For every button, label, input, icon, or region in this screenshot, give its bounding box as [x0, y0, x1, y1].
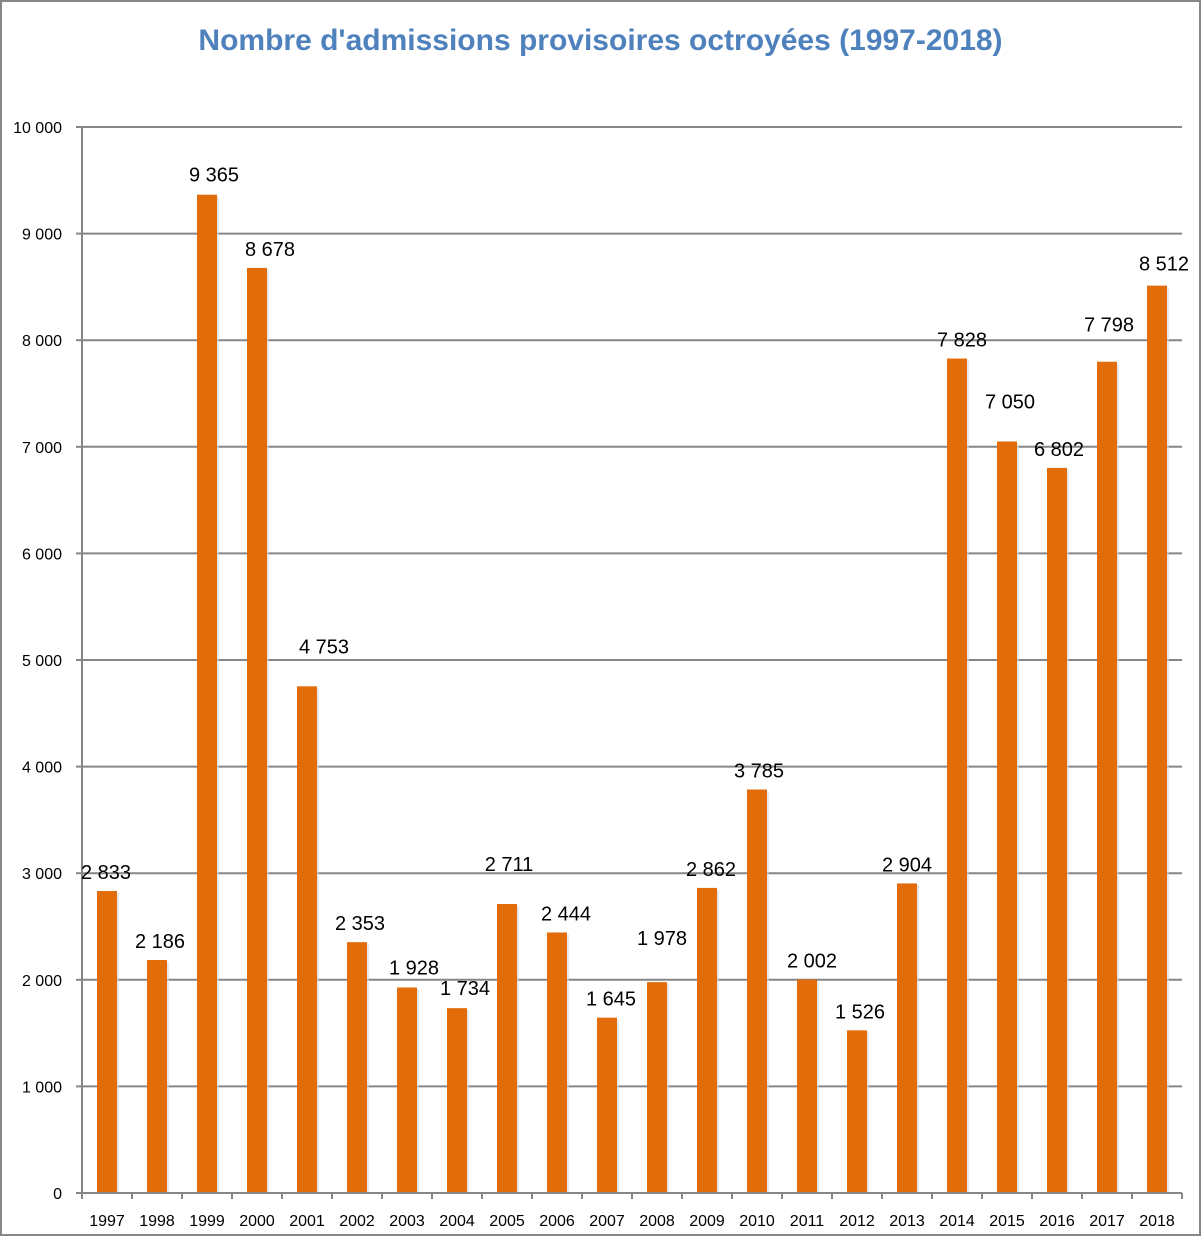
data-label-2011: 2 002 [787, 951, 837, 973]
y-tick-label: 4 000 [22, 760, 62, 777]
y-tick-label: 1 000 [22, 1079, 62, 1096]
y-tick-label: 3 000 [22, 866, 62, 883]
x-tick-label: 2005 [489, 1213, 525, 1230]
bar-2014 [947, 358, 967, 1194]
chart-title: Nombre d'admissions provisoires octroyée… [198, 24, 1003, 57]
data-label-1999: 9 365 [189, 165, 239, 187]
data-label-2015: 7 050 [985, 391, 1035, 413]
bar-2002 [347, 942, 367, 1193]
bar-2015 [997, 441, 1017, 1194]
bars [97, 194, 1169, 1194]
bar-2005 [497, 904, 517, 1193]
x-tick-label: 2001 [289, 1213, 325, 1230]
y-tick-label: 7 000 [22, 440, 62, 457]
x-tick-label: 2007 [589, 1213, 625, 1230]
bar-2004 [447, 1008, 467, 1193]
bar-2003 [397, 987, 417, 1193]
data-label-2012: 1 526 [835, 1001, 885, 1023]
y-axis-ticks: 0 1 000 2 000 3 000 4 000 5 000 6 000 7 000 8 00… [13, 120, 82, 1203]
x-tick-label: 2003 [389, 1213, 425, 1230]
data-label-2003: 1 928 [389, 957, 439, 979]
data-label-2006: 2 444 [541, 903, 591, 925]
bar-1998 [147, 959, 167, 1193]
bar-2013 [897, 883, 917, 1193]
x-tick-label: 2002 [339, 1213, 375, 1230]
data-label-2013: 2 904 [882, 854, 932, 876]
data-label-2018: 8 512 [1139, 254, 1189, 276]
bar-2008 [647, 982, 667, 1193]
x-tick-label: 1998 [139, 1213, 175, 1230]
bar-2000 [247, 267, 267, 1194]
bar-1999 [197, 194, 217, 1194]
data-label-2000: 8 678 [245, 239, 295, 261]
y-tick-label: 10 000 [13, 120, 62, 137]
y-tick-label: 6 000 [22, 546, 62, 563]
x-tick-label: 2006 [539, 1213, 575, 1230]
data-label-2001: 4 753 [299, 636, 349, 658]
x-tick-label: 2000 [239, 1213, 275, 1230]
x-axis-ticks: 1997 1998 1999 2000 2001 2002 2003 2004 2005 2006… [81, 1193, 1183, 1230]
bar-2018 [1147, 285, 1167, 1193]
y-tick-label: 2 000 [22, 973, 62, 990]
y-tick-label: 0 [53, 1186, 62, 1203]
x-tick-label: 2004 [439, 1213, 475, 1230]
x-tick-label: 2017 [1089, 1213, 1125, 1230]
y-tick-label: 9 000 [22, 227, 62, 244]
y-tick-label: 8 000 [22, 333, 62, 350]
x-tick-label: 2018 [1139, 1213, 1175, 1230]
y-tick-label: 5 000 [22, 653, 62, 670]
x-tick-label: 2014 [939, 1213, 975, 1230]
x-tick-label: 2008 [639, 1213, 675, 1230]
x-tick-label: 2009 [689, 1213, 725, 1230]
x-tick-label: 1999 [189, 1213, 225, 1230]
bar-2006 [547, 932, 567, 1193]
data-label-2010: 3 785 [734, 761, 784, 783]
x-tick-label: 2011 [790, 1213, 825, 1230]
data-label-1997: 2 833 [81, 862, 131, 884]
data-label-2008: 1 978 [637, 928, 687, 950]
bar-2007 [597, 1017, 617, 1193]
bar-2010 [747, 789, 767, 1193]
data-label-2009: 2 862 [686, 859, 736, 881]
data-label-2016: 6 802 [1034, 439, 1084, 461]
x-tick-label: 2013 [889, 1213, 925, 1230]
bar-2012 [847, 1030, 867, 1193]
bar-2009 [697, 887, 717, 1193]
bar-2016 [1047, 467, 1067, 1193]
data-label-2002: 2 353 [335, 913, 385, 935]
data-label-2007: 1 645 [586, 989, 636, 1011]
bar-2011 [797, 979, 817, 1193]
x-tick-label: 2010 [739, 1213, 775, 1230]
x-tick-label: 2015 [989, 1213, 1025, 1230]
x-tick-label: 1997 [89, 1213, 125, 1230]
bar-2017 [1097, 361, 1117, 1194]
data-label-2014: 7 828 [937, 330, 987, 352]
data-label-2005: 2 711 [485, 854, 534, 876]
bar-1997 [97, 891, 117, 1193]
data-label-2017: 7 798 [1084, 315, 1134, 337]
x-tick-label: 2012 [839, 1213, 875, 1230]
data-label-1998: 2 186 [135, 931, 185, 953]
data-label-2004: 1 734 [440, 978, 490, 1000]
bar-2001 [297, 686, 317, 1193]
x-tick-label: 2016 [1039, 1213, 1075, 1230]
